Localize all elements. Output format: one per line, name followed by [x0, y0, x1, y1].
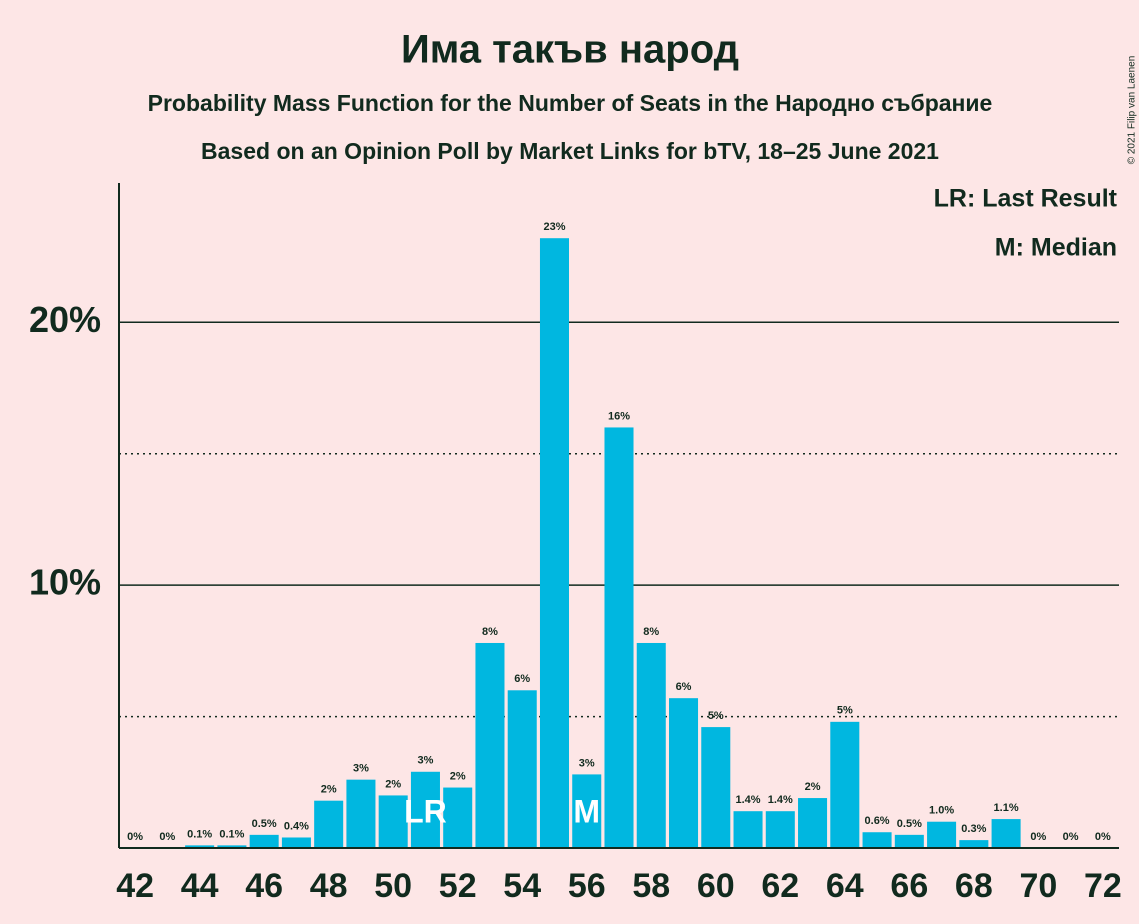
value-label: 0.3% — [961, 823, 986, 835]
value-label: 3% — [417, 755, 433, 767]
value-label: 8% — [482, 626, 498, 638]
x-tick-label: 48 — [310, 867, 348, 905]
value-label: 2% — [385, 778, 401, 790]
value-label: 0% — [127, 831, 143, 843]
legend-entry: M: Median — [995, 234, 1117, 262]
chart-subtitle: Based on an Opinion Poll by Market Links… — [201, 138, 939, 164]
value-label: 1.4% — [735, 794, 760, 806]
y-tick-label: 20% — [29, 299, 101, 340]
x-tick-label: 62 — [761, 867, 799, 905]
value-label: 0.5% — [897, 818, 922, 830]
x-tick-label: 72 — [1084, 867, 1122, 905]
x-tick-label: 50 — [374, 867, 412, 905]
bar — [798, 798, 828, 848]
bar — [604, 427, 634, 848]
value-label: 6% — [514, 673, 530, 685]
value-label: 1.0% — [929, 805, 954, 817]
bar — [733, 811, 763, 848]
value-label: 6% — [676, 681, 692, 693]
bar — [765, 811, 795, 848]
bar — [539, 238, 569, 848]
bar — [443, 787, 473, 848]
bar — [281, 837, 311, 848]
chart-title: Има такъв народ — [401, 28, 739, 72]
bar — [701, 727, 731, 848]
value-label: 0.1% — [219, 828, 244, 840]
x-tick-label: 70 — [1019, 867, 1057, 905]
value-label: 5% — [708, 710, 724, 722]
bar — [927, 821, 957, 848]
value-label: 3% — [353, 763, 369, 775]
bar — [410, 771, 440, 848]
value-label: 0% — [1030, 831, 1046, 843]
value-label: 0.6% — [865, 815, 890, 827]
bar — [378, 795, 408, 848]
value-label: 5% — [837, 705, 853, 717]
x-tick-label: 64 — [826, 867, 864, 905]
bar — [572, 774, 602, 848]
x-tick-label: 66 — [890, 867, 928, 905]
value-label: 1.1% — [994, 802, 1019, 814]
value-label: 23% — [543, 221, 565, 233]
value-label: 8% — [643, 626, 659, 638]
x-tick-label: 44 — [181, 867, 219, 905]
value-label: 0.5% — [252, 818, 277, 830]
value-label: 0% — [159, 831, 175, 843]
value-label: 0% — [1063, 831, 1079, 843]
value-label: 3% — [579, 757, 595, 769]
x-tick-label: 52 — [439, 867, 477, 905]
value-label: 0.4% — [284, 820, 309, 832]
copyright: © 2021 Filip van Laenen — [1127, 56, 1138, 165]
value-label: 2% — [321, 784, 337, 796]
x-tick-label: 54 — [503, 867, 541, 905]
x-tick-label: 46 — [245, 867, 283, 905]
chart-subtitle: Probability Mass Function for the Number… — [148, 90, 993, 116]
annotation: M — [573, 793, 600, 829]
bar — [346, 779, 376, 848]
x-tick-label: 42 — [116, 867, 154, 905]
bar — [185, 845, 215, 848]
x-tick-label: 58 — [632, 867, 670, 905]
x-tick-label: 60 — [697, 867, 735, 905]
legend-entry: LR: Last Result — [934, 185, 1118, 213]
bar — [475, 642, 505, 848]
bar — [959, 840, 989, 848]
y-tick-label: 10% — [29, 562, 101, 603]
value-label: 16% — [608, 410, 630, 422]
bar — [894, 834, 924, 848]
annotation: LR — [404, 793, 447, 829]
x-tick-label: 56 — [568, 867, 606, 905]
bar — [249, 834, 279, 848]
value-label: 0.1% — [187, 828, 212, 840]
bar — [830, 721, 860, 848]
value-label: 0% — [1095, 831, 1111, 843]
x-tick-label: 68 — [955, 867, 993, 905]
value-label: 2% — [450, 770, 466, 782]
bar — [507, 690, 537, 848]
bar — [991, 819, 1021, 848]
value-label: 2% — [805, 781, 821, 793]
bar — [314, 800, 344, 848]
value-label: 1.4% — [768, 794, 793, 806]
bar — [636, 642, 666, 848]
bar — [862, 832, 892, 848]
bar — [669, 698, 699, 848]
bar — [217, 845, 247, 848]
